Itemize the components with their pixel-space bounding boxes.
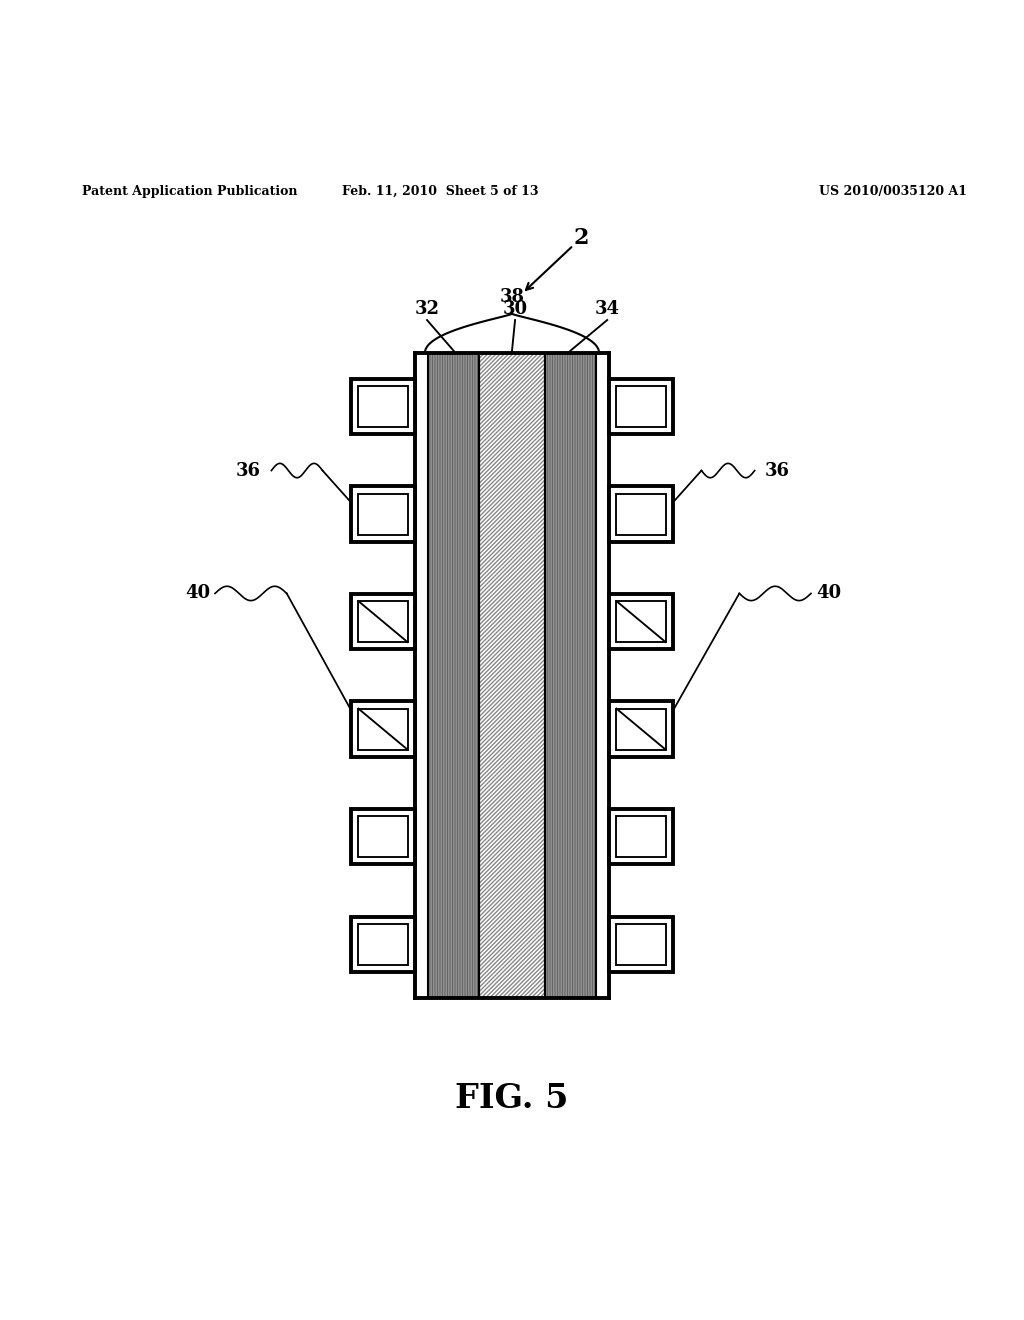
Bar [609,594,673,649]
Text: FIG. 5: FIG. 5 [456,1082,568,1115]
Text: 36: 36 [237,462,261,479]
Bar [609,701,673,756]
Text: 34: 34 [595,300,620,318]
Bar [616,924,666,965]
Bar [609,916,673,972]
Bar [358,709,408,750]
Bar [358,816,408,857]
Bar [351,916,415,972]
Text: 38: 38 [500,288,524,306]
Text: 40: 40 [816,585,842,602]
Bar [358,494,408,535]
Text: Feb. 11, 2010  Sheet 5 of 13: Feb. 11, 2010 Sheet 5 of 13 [342,185,539,198]
Bar [616,494,666,535]
Bar [351,701,415,756]
Bar [609,809,673,865]
Bar [479,352,545,998]
Bar [351,379,415,434]
Bar [616,816,666,857]
Text: 32: 32 [415,300,439,318]
Bar [616,385,666,428]
Bar [351,487,415,541]
Bar [545,352,596,998]
Text: US 2010/0035120 A1: US 2010/0035120 A1 [819,185,968,198]
Text: 36: 36 [765,462,790,479]
Bar [351,594,415,649]
Bar [609,487,673,541]
Bar [351,809,415,865]
Text: Patent Application Publication: Patent Application Publication [82,185,297,198]
Bar [358,601,408,642]
Bar [609,379,673,434]
Bar [358,924,408,965]
Bar [358,385,408,428]
Text: 2: 2 [573,227,590,249]
Text: 40: 40 [184,585,210,602]
Bar [428,352,479,998]
Bar [616,709,666,750]
Bar [616,601,666,642]
Text: 30: 30 [503,300,527,318]
